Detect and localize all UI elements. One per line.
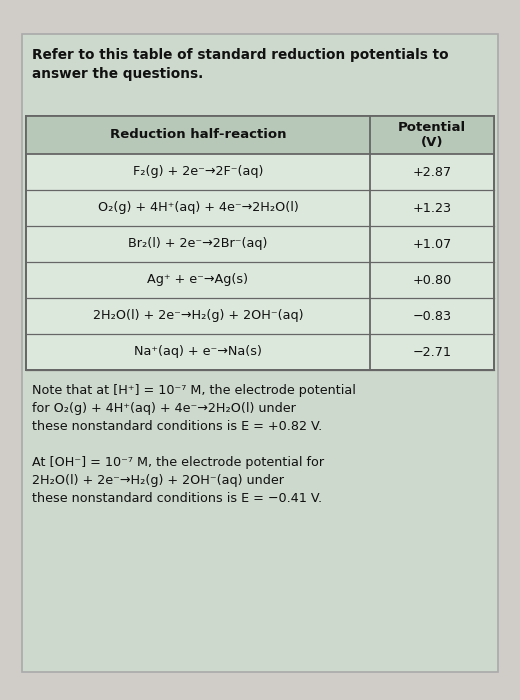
Text: +2.87: +2.87 [412,165,451,178]
Text: At [OH⁻] = 10⁻⁷ M, the electrode potential for
2H₂O(l) + 2e⁻→H₂(g) + 2OH⁻(aq) un: At [OH⁻] = 10⁻⁷ M, the electrode potenti… [32,456,324,505]
Text: Ag⁺ + e⁻→Ag(s): Ag⁺ + e⁻→Ag(s) [148,274,249,286]
Bar [26,116,494,370]
Text: +1.07: +1.07 [412,237,451,251]
Text: Potential
(V): Potential (V) [398,121,466,149]
Text: O₂(g) + 4H⁺(aq) + 4e⁻→2H₂O(l): O₂(g) + 4H⁺(aq) + 4e⁻→2H₂O(l) [98,202,298,214]
Text: F₂(g) + 2e⁻→2F⁻(aq): F₂(g) + 2e⁻→2F⁻(aq) [133,165,263,178]
Text: 2H₂O(l) + 2e⁻→H₂(g) + 2OH⁻(aq): 2H₂O(l) + 2e⁻→H₂(g) + 2OH⁻(aq) [93,309,303,323]
Text: Refer to this table of standard reduction potentials to
answer the questions.: Refer to this table of standard reductio… [32,48,449,81]
Text: Na⁺(aq) + e⁻→Na(s): Na⁺(aq) + e⁻→Na(s) [134,346,262,358]
Text: Reduction half-reaction: Reduction half-reaction [110,129,286,141]
Text: +0.80: +0.80 [412,274,451,286]
Text: Br₂(l) + 2e⁻→2Br⁻(aq): Br₂(l) + 2e⁻→2Br⁻(aq) [128,237,268,251]
Text: +1.23: +1.23 [412,202,451,214]
Text: −0.83: −0.83 [412,309,451,323]
Text: Note that at [H⁺] = 10⁻⁷ M, the electrode potential
for O₂(g) + 4H⁺(aq) + 4e⁻→2H: Note that at [H⁺] = 10⁻⁷ M, the electrod… [32,384,356,433]
Bar [26,116,494,154]
Text: −2.71: −2.71 [412,346,451,358]
